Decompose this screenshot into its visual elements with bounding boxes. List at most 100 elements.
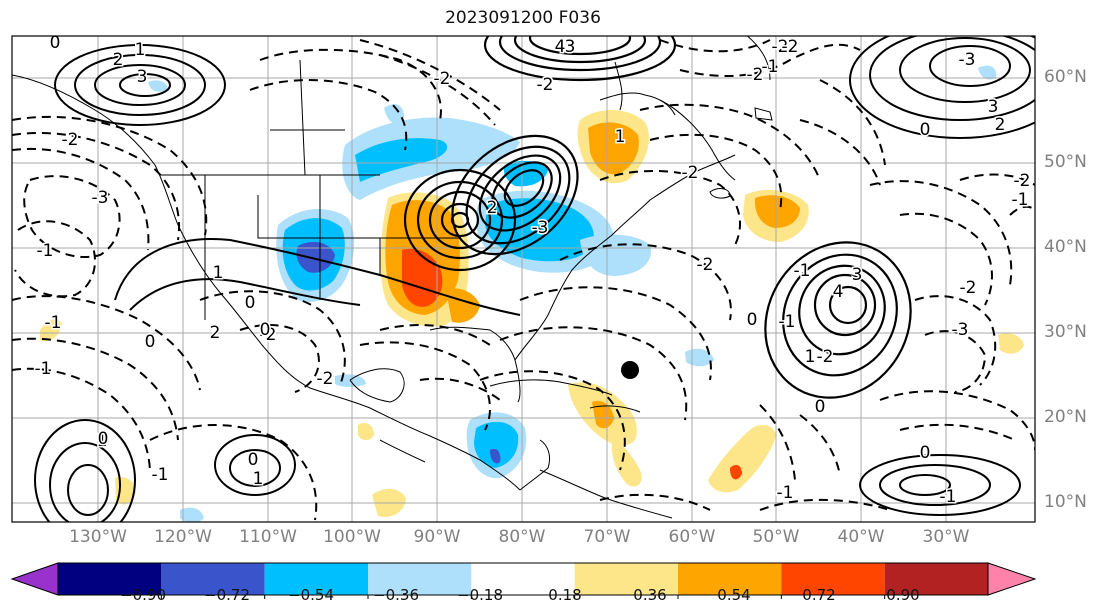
contour-value-label: -3 [532,218,549,238]
colorbar-tick-label: 0.36 [633,586,667,604]
contour-value-label: -1 [37,241,54,261]
contour-value-label: -2 [1014,171,1031,191]
contour-value-label: 1 [615,127,626,147]
contour-value-label: -2 [817,347,834,367]
contour-value-label: -1 [794,261,811,281]
lon-tick-label: 30°W [922,527,970,547]
contour-value-label: 0 [245,293,256,313]
contour-value-label: -2 [317,369,334,389]
lon-tick-label: 60°W [668,527,716,547]
contour-value-label: -3 [952,320,969,340]
map-frame [11,35,1036,523]
contour-value-label: -2 [697,255,714,275]
contour-value-label: -2 [62,130,79,150]
coastlines-borders [12,36,773,519]
contour-value-label: -1 [779,312,796,332]
colorbar-swatch [161,563,265,595]
colorbar-tick-label: −0.18 [457,586,503,604]
contour-value-label: 2 [210,323,221,343]
contour-value-label: -1 [762,57,779,77]
lon-tick-label: 90°W [413,527,461,547]
contour-value-label: 2 [995,115,1006,135]
contour-value-label: -2 [260,325,277,345]
contour-value-label: 2 [113,50,124,70]
colorbar-tick-label: −0.90 [120,586,166,604]
colorbar-swatch [368,563,472,595]
colorbar-swatch [574,563,678,595]
contour-value-label: 0 [920,120,931,140]
contour-value-label: -2 [682,163,699,183]
lon-tick-label: 50°W [752,527,800,547]
contour-value-label: 0 [50,33,61,53]
lat-tick-label: 50°N [1044,152,1087,172]
lon-tick-label: 40°W [837,527,885,547]
lon-tick-label: 70°W [583,527,631,547]
contour-value-label: -1 [1012,190,1029,210]
contour-value-label: -3 [92,188,109,208]
contour-value-label: 1 [135,40,146,60]
contour-lines [12,36,1035,522]
colorbar-swatch [884,563,988,595]
contour-value-label: 0 [815,397,826,417]
contour-value-label: -2 [434,69,451,89]
lat-tick-label: 30°N [1044,322,1087,342]
contour-value-label: -3 [959,50,976,70]
contour-value-label: 1 [253,469,264,489]
colorbar-tick-label: 0.72 [802,586,836,604]
contour-value-label: 0 [260,320,271,340]
colorbar-tick-label: 0.18 [548,586,582,604]
contour-value-label: 2 [487,198,498,218]
contour-value-label: 0 [248,450,259,470]
colorbar-swatch [781,563,885,595]
colorbar-swatch [471,563,575,595]
contour-value-label: 1 [805,347,816,367]
contour-value-label: -2 [782,37,799,57]
lat-tick-label: 60°N [1044,67,1087,87]
contour-value-label: -2 [747,65,764,85]
contour-value-label: 0 [747,310,758,330]
contour-value-label: 3 [137,67,148,87]
colorbar-tick-label: −0.72 [204,586,250,604]
contour-value-label: 1 [213,263,224,283]
contour-value-label: 1 [97,431,108,451]
colorbar-swatch [264,563,368,595]
colorbar-extend-low [10,562,59,596]
contour-value-label: -1 [777,483,794,503]
contour-value-label: 3 [565,37,576,57]
shaded-anomaly-field [40,65,1024,522]
contour-value-label: -1 [152,465,169,485]
colorbar-tick-label: 0.90 [886,586,920,604]
colorbar-swatch [58,563,162,595]
contour-value-label: -1 [940,487,957,507]
colorbar-tick-label: −0.36 [373,586,419,604]
contour-value-label: 4 [555,37,566,57]
colorbar-tick-label: −0.54 [288,586,334,604]
contour-value-label: 0 [98,429,109,449]
contour-value-label: 0 [920,443,931,463]
graticule-lines [12,36,1035,522]
contour-value-label: -2 [960,278,977,298]
colorbar-outline [57,562,989,596]
colorbar-swatch [678,563,782,595]
contour-value-label: 3 [852,265,863,285]
colorbar-tick-label: 0.54 [717,586,751,604]
lat-tick-label: 10°N [1044,492,1087,512]
lon-tick-label: 110°W [239,527,297,547]
contour-value-label: -1 [35,359,52,379]
contour-value-label: -2 [537,75,554,95]
storm-center-marker [621,361,639,379]
contour-value-label: -1 [45,313,62,333]
lon-tick-label: 130°W [69,527,127,547]
colorbar [10,562,1037,599]
colorbar-extend-high [987,562,1037,596]
lon-tick-label: 80°W [498,527,546,547]
lat-tick-label: 40°N [1044,237,1087,257]
contour-value-label: 3 [988,97,999,117]
contour-value-label: 0 [145,332,156,352]
lat-tick-label: 20°N [1044,407,1087,427]
lon-tick-label: 120°W [154,527,212,547]
contour-value-label: -2 [772,37,789,57]
